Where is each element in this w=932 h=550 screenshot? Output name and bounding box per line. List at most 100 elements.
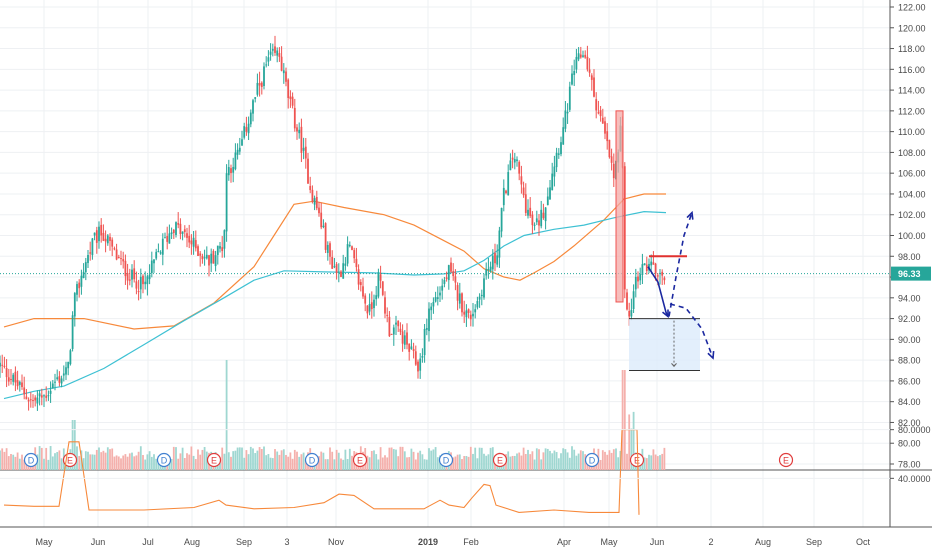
volume-bar (575, 455, 578, 470)
event-marker-E[interactable]: E (206, 452, 222, 468)
candle-body (390, 333, 393, 335)
candle-body (366, 305, 369, 314)
event-marker-E[interactable]: E (492, 452, 508, 468)
candle-body (551, 173, 554, 191)
volume-bar (531, 451, 534, 470)
candle-body (320, 212, 323, 228)
candle-body (454, 276, 457, 283)
volume-bar (375, 454, 378, 470)
volume-bar (278, 454, 281, 470)
candle-body (595, 99, 598, 111)
volume-bar (557, 458, 560, 470)
candles-layer (0, 35, 666, 411)
candle-body (36, 397, 39, 404)
event-marker-D[interactable]: D (156, 452, 172, 468)
volume-bar (258, 447, 261, 470)
volume-bar (172, 446, 175, 470)
event-marker-E[interactable]: E (352, 452, 368, 468)
candle-body (139, 276, 142, 290)
projection-down-dashed-arrowhead (707, 351, 715, 360)
event-marker-E[interactable]: E (778, 452, 794, 468)
candle-body (300, 126, 303, 153)
candle-body (480, 294, 483, 296)
price-axis[interactable]: 122.00 120.00 118.00 116.00 114.00 112.00 110.… (890, 3, 931, 484)
candle-body (348, 244, 351, 247)
event-marker-letter: D (309, 455, 316, 465)
volume-layer (0, 360, 666, 470)
volume-bar (331, 451, 334, 470)
candle-body (351, 246, 353, 250)
volume-bar (124, 454, 127, 470)
candle-body (362, 286, 364, 297)
candle-body (146, 276, 149, 285)
candle-body (401, 331, 404, 344)
candle-body (223, 230, 226, 249)
candle-body (432, 301, 435, 307)
volume-bar (421, 454, 424, 470)
volume-bar (133, 456, 136, 470)
time-axis-label: Jun (91, 537, 106, 547)
event-marker-D[interactable]: D (438, 452, 454, 468)
candle-body (586, 56, 589, 70)
candle-body (243, 126, 246, 138)
grid-layer (0, 0, 932, 528)
candle-body (280, 56, 283, 71)
candle-body (10, 378, 12, 380)
projection-down-arrow[interactable] (647, 266, 669, 317)
candle-body (14, 371, 17, 383)
volume-bar (73, 420, 76, 470)
volume-bar (386, 457, 389, 470)
candle-body (58, 376, 61, 383)
volume-bar (142, 455, 144, 470)
price-tick-label: 82.00 (898, 418, 921, 428)
projection-down-dashed-arrow[interactable] (669, 303, 714, 359)
candle-body (639, 274, 642, 281)
volume-bar (463, 456, 466, 470)
event-marker-D[interactable]: D (304, 452, 320, 468)
candle-body (84, 262, 87, 273)
candle-body (628, 310, 631, 317)
volume-bar (0, 450, 1, 470)
candle-body (357, 269, 360, 285)
target-zone[interactable] (629, 318, 700, 371)
candle-body (465, 310, 468, 318)
volume-bar (419, 450, 422, 470)
volume-bar (542, 452, 545, 470)
volume-bar (267, 454, 270, 470)
candle-body (560, 142, 562, 155)
volume-bar (348, 448, 351, 470)
candle-body (626, 292, 628, 310)
volume-bar (621, 370, 624, 470)
volume-bar (245, 450, 248, 470)
candle-body (379, 274, 382, 281)
candle-body (302, 147, 305, 151)
volume-bar (87, 451, 89, 470)
volume-bar (401, 446, 404, 470)
volume-bar (344, 449, 347, 470)
candle-body (542, 212, 545, 219)
candle-body (168, 233, 171, 244)
candle-body (159, 252, 162, 254)
candle-body (584, 54, 587, 58)
volume-bar (76, 446, 78, 470)
candle-body (205, 254, 208, 259)
event-marker-E[interactable]: E (629, 452, 645, 468)
event-marker-D[interactable]: D (23, 452, 39, 468)
event-marker-D[interactable]: D (584, 452, 600, 468)
volume-bar (516, 453, 518, 470)
candle-body (441, 285, 444, 291)
volume-bar (23, 459, 26, 470)
projection-up-dashed-arrow[interactable] (668, 212, 693, 317)
candle-body (287, 79, 290, 99)
candle-body (397, 320, 400, 327)
volume-bar (577, 453, 580, 470)
candle-body (296, 127, 298, 132)
time-axis[interactable]: May Jun Jul Aug Sep 3 Nov 2019 Feb Apr May Jun 2 Aug S… (35, 537, 870, 547)
drawings-layer[interactable] (615, 110, 715, 372)
volume-bar (469, 446, 472, 470)
volume-bar (265, 455, 268, 470)
candle-body (590, 75, 593, 80)
highlight-box[interactable] (615, 110, 624, 303)
